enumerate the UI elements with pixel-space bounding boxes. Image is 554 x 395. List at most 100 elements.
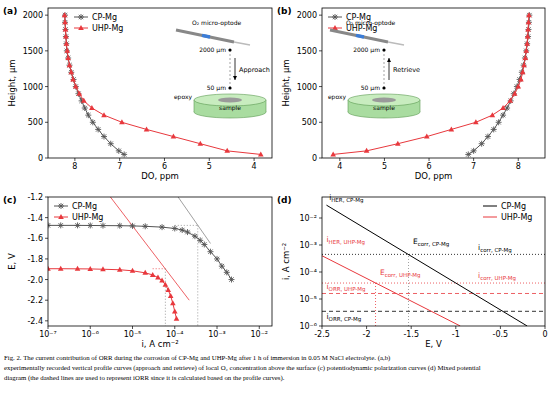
annotation: iHER, CP-Mg xyxy=(329,193,363,204)
annotation: icorr, UHP-Mg xyxy=(478,271,516,282)
marker-star xyxy=(87,222,93,228)
x-tick xyxy=(74,158,75,161)
x-tick-label: 4 xyxy=(252,162,257,171)
marker-triangle xyxy=(130,268,136,273)
marker-triangle xyxy=(58,214,64,219)
marker-triangle xyxy=(62,12,68,17)
marker-star xyxy=(100,223,106,229)
x-tick xyxy=(259,326,260,329)
x-tick xyxy=(339,158,340,161)
marker-triangle xyxy=(73,84,79,89)
y-tick-label: 10⁻² xyxy=(299,214,317,223)
holder-edge xyxy=(194,100,195,112)
plot-area xyxy=(330,12,532,157)
inset: O₂ micro-optode2000 µm50 µmApproachepoxy… xyxy=(174,19,270,118)
series-line xyxy=(48,225,231,279)
marker-triangle xyxy=(526,19,532,24)
marker-star xyxy=(116,148,122,154)
x-tick-label: 10⁻⁵ xyxy=(124,330,142,339)
panel-label: (b) xyxy=(277,6,292,16)
probe-body xyxy=(330,30,388,42)
marker-triangle xyxy=(67,62,73,67)
marker-star xyxy=(500,112,506,118)
marker-star xyxy=(117,223,123,229)
marker-triangle xyxy=(159,278,165,283)
marker-star xyxy=(526,19,532,25)
marker-triangle xyxy=(63,34,69,39)
panel: 10⁻⁷10⁻⁶10⁻⁵10⁻⁴10⁻³10⁻²-1.2-1.4-1.6-1.8… xyxy=(3,193,272,349)
y-tick xyxy=(45,86,48,87)
y-tick-label: 10⁻³ xyxy=(299,241,317,250)
bottom-label: 50 µm xyxy=(361,84,380,92)
marker-triangle xyxy=(523,55,529,60)
y-tick xyxy=(45,300,48,301)
marker-triangle xyxy=(171,134,177,139)
marker-triangle xyxy=(165,287,171,292)
annotation-sub: HER, CP-Mg xyxy=(331,197,363,204)
inset: O₂ micro-optode2000 µm50 µmRetrieveepoxy… xyxy=(328,19,420,118)
marker-triangle xyxy=(58,266,64,271)
sample-surface xyxy=(218,98,242,103)
x-tick-label: -1.5 xyxy=(403,330,419,339)
y-tick-label: -1.2 xyxy=(27,193,43,202)
y-tick-label: 0 xyxy=(38,154,43,163)
probe-window xyxy=(202,35,210,37)
top-label: 2000 µm xyxy=(199,46,226,54)
probe-window xyxy=(356,35,364,37)
marker-star xyxy=(142,223,148,229)
bottom-label: 50 µm xyxy=(207,84,226,92)
y-tick xyxy=(319,15,322,16)
marker-star xyxy=(228,277,234,283)
legend-label: CP-Mg xyxy=(72,202,97,211)
y-axis-title: i, A cm⁻² xyxy=(281,243,291,280)
marker-triangle xyxy=(63,26,69,31)
marker-star xyxy=(214,256,220,262)
caption-line: Fig. 2. The current contribution of ORR … xyxy=(4,354,390,362)
marker-star xyxy=(95,126,101,132)
series-line xyxy=(326,205,527,326)
panel: -2.5-2-1.5-1-0.5010⁻⁶10⁻⁵10⁻⁴10⁻³10⁻²E, … xyxy=(277,193,548,349)
x-tick-label: 6 xyxy=(162,162,167,171)
x-tick-label: 6 xyxy=(426,162,431,171)
panel-label: (d) xyxy=(277,195,292,205)
panel-label: (c) xyxy=(3,195,17,205)
caption: Fig. 2. The current contribution of ORR … xyxy=(4,354,481,382)
marker-triangle xyxy=(75,266,81,271)
marker-star xyxy=(85,112,91,118)
marker-triangle xyxy=(473,119,479,124)
x-tick xyxy=(518,158,519,161)
action-label: Retrieve xyxy=(393,66,420,74)
y-axis-title: E, V xyxy=(7,253,17,270)
guide-line xyxy=(375,283,376,326)
y-tick-label: 500 xyxy=(28,118,43,127)
x-tick xyxy=(384,158,385,161)
x-tick-label: 7 xyxy=(471,162,476,171)
marker-star xyxy=(525,34,531,40)
annotation: iORR, CP-Mg xyxy=(326,312,361,323)
probe-label: O₂ micro-optode xyxy=(346,19,396,27)
guide-line xyxy=(408,254,409,326)
annotation-sub: corr, CP-Mg xyxy=(480,247,512,254)
x-tick-label: 10⁻⁷ xyxy=(39,330,57,339)
y-tick-label: -2.2 xyxy=(27,296,43,305)
x-tick-label: -2 xyxy=(363,330,371,339)
marker-star xyxy=(332,14,338,20)
marker-triangle xyxy=(490,112,496,117)
marker-triangle xyxy=(77,91,83,96)
y-tick xyxy=(319,158,322,159)
guide-line xyxy=(322,283,545,284)
y-axis-title: Height, µm xyxy=(281,59,291,106)
series-line xyxy=(48,269,177,319)
y-tick xyxy=(319,122,322,123)
x-tick xyxy=(429,158,430,161)
y-tick-label: -2.0 xyxy=(27,276,43,285)
x-tick xyxy=(473,158,474,161)
y-tick xyxy=(45,217,48,218)
x-tick xyxy=(411,326,412,329)
marker-star xyxy=(90,119,96,125)
marker-star xyxy=(67,62,73,68)
y-tick xyxy=(45,279,48,280)
x-tick-label: 8 xyxy=(72,162,77,171)
legend-label: UHP-Mg xyxy=(92,24,123,33)
plot-area xyxy=(62,12,264,157)
